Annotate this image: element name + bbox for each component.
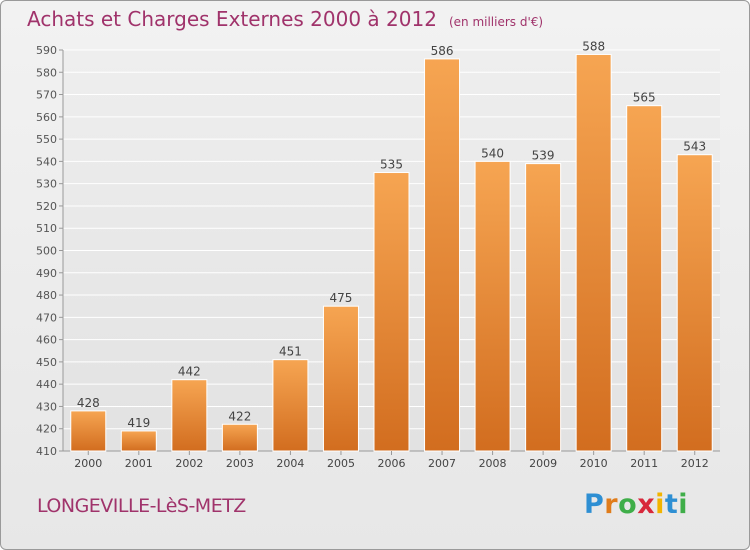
y-tick-label: 440 [36, 378, 57, 391]
chart-title-text: Achats et Charges Externes 2000 à 2012 [27, 7, 437, 31]
y-tick-label: 480 [36, 289, 57, 302]
bar-value-label: 586 [431, 44, 454, 58]
bar-value-label: 422 [228, 409, 251, 423]
logo-letter: t [664, 489, 679, 520]
x-axis: 2000 2001 2002 2003 2004 2005 2006 2007 2008 2009… [74, 451, 709, 470]
y-tick-label: 590 [36, 44, 57, 57]
y-tick-label: 450 [36, 356, 57, 369]
bar-value-label: 588 [582, 39, 605, 53]
bar [525, 163, 562, 452]
x-tick-label: 2004 [276, 457, 304, 470]
x-tick-label: 2010 [580, 457, 608, 470]
commune-name: LONGEVILLE-LèS-METZ [37, 495, 246, 517]
bar-value-label: 428 [77, 396, 100, 410]
y-tick-label: 410 [36, 445, 57, 458]
x-tick-label: 2009 [529, 457, 557, 470]
bar-value-label: 475 [330, 291, 353, 305]
y-tick-label: 510 [36, 222, 57, 235]
y-tick-label: 530 [36, 178, 57, 191]
chart-subtitle: (en milliers d'€) [448, 15, 544, 29]
bar [221, 423, 258, 452]
x-tick-label: 2006 [378, 457, 406, 470]
proxiti-logo: Proxiti [584, 489, 688, 520]
chart-title: Achats et Charges Externes 2000 à 2012 (e… [27, 7, 543, 31]
bar-value-label: 451 [279, 345, 302, 359]
bar [70, 410, 107, 452]
x-tick-label: 2011 [630, 457, 658, 470]
bar [474, 160, 511, 452]
x-tick-label: 2012 [681, 457, 709, 470]
y-tick-label: 490 [36, 267, 57, 280]
bar-value-label: 539 [532, 149, 555, 163]
bar-value-label: 565 [633, 91, 656, 105]
bar-value-label: 540 [481, 146, 504, 160]
x-tick-label: 2002 [175, 457, 203, 470]
y-tick-label: 430 [36, 400, 57, 413]
bar [120, 430, 157, 452]
x-tick-label: 2005 [327, 457, 355, 470]
y-tick-label: 470 [36, 311, 57, 324]
x-tick-label: 2003 [226, 457, 254, 470]
bar [171, 379, 208, 452]
bar [575, 53, 612, 452]
bar [272, 359, 309, 452]
y-tick-label: 560 [36, 111, 57, 124]
x-tick-label: 2008 [479, 457, 507, 470]
y-tick-label: 570 [36, 89, 57, 102]
y-tick-label: 520 [36, 200, 57, 213]
y-tick-label: 460 [36, 334, 57, 347]
x-tick-label: 2001 [125, 457, 153, 470]
y-tick-label: 550 [36, 133, 57, 146]
bar [626, 105, 663, 452]
logo-letter: i [655, 489, 665, 520]
logo-letter: P [584, 489, 605, 520]
logo-letter: r [604, 489, 619, 520]
bars: 428 419 442 422 451 475 535 586 540 539 588 565 543 [70, 39, 713, 452]
bar [424, 58, 461, 452]
y-tick-label: 420 [36, 423, 57, 436]
bar-value-label: 442 [178, 365, 201, 379]
bar [676, 154, 713, 452]
bar-value-label: 535 [380, 158, 403, 172]
logo-letter: x [637, 489, 656, 520]
bar-value-label: 543 [683, 140, 706, 154]
bar [322, 305, 359, 452]
x-tick-label: 2007 [428, 457, 456, 470]
logo-letter: i [678, 489, 689, 520]
logo-letter: o [618, 489, 638, 520]
y-tick-label: 580 [36, 66, 57, 79]
bar-value-label: 419 [127, 416, 150, 430]
y-tick-label: 540 [36, 155, 57, 168]
bar [373, 172, 410, 452]
x-tick-label: 2000 [74, 457, 102, 470]
y-tick-label: 500 [36, 245, 57, 258]
